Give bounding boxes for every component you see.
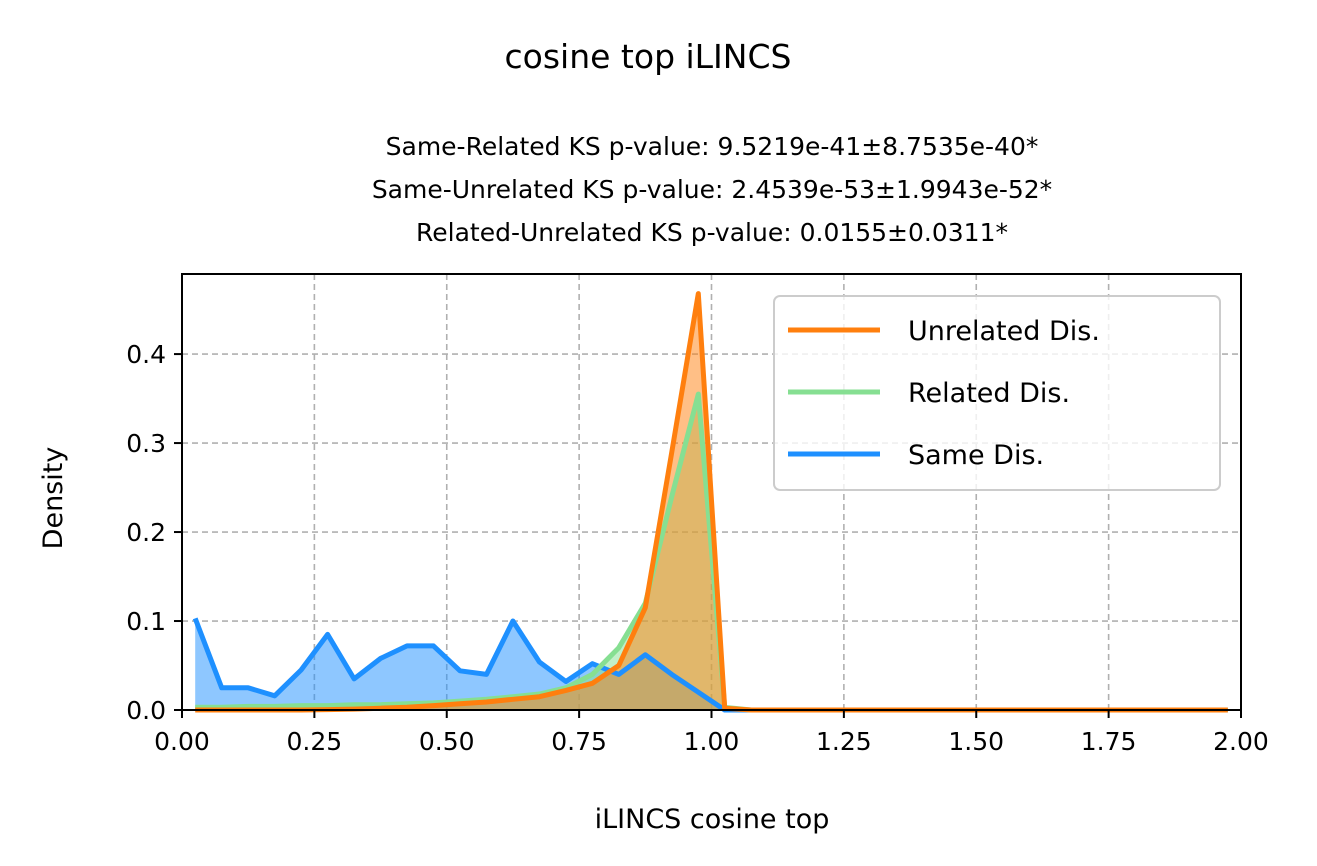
x-tick-label-0: 0.00	[154, 727, 210, 756]
legend-label-related-dis: Related Dis.	[908, 378, 1070, 409]
x-tick-label-4: 1.00	[684, 727, 740, 756]
y-tick-label-3: 0.3	[126, 429, 166, 458]
legend-label-same-dis: Same Dis.	[908, 440, 1044, 471]
chart-subtitle-line-2: Same-Unrelated KS p-value: 2.4539e-53±1.…	[372, 175, 1052, 204]
y-tick-label-0: 0.0	[126, 696, 166, 725]
legend-label-unrelated-dis: Unrelated Dis.	[908, 316, 1100, 347]
y-tick-label-2: 0.2	[126, 518, 166, 547]
x-tick-label-1: 0.25	[287, 727, 343, 756]
chart-subtitle-line-1: Same-Related KS p-value: 9.5219e-41±8.75…	[386, 132, 1039, 161]
x-tick-label-3: 0.75	[551, 727, 607, 756]
chart-subtitle-line-3: Related-Unrelated KS p-value: 0.0155±0.0…	[416, 218, 1008, 247]
x-tick-label-2: 0.50	[419, 727, 475, 756]
y-axis-ticks: 0.0 0.1 0.2 0.3 0.4	[126, 340, 182, 725]
y-axis-label: Density	[38, 447, 69, 550]
x-tick-label-7: 1.75	[1081, 727, 1137, 756]
x-tick-label-5: 1.25	[816, 727, 872, 756]
y-tick-label-1: 0.1	[126, 607, 166, 636]
legend: Unrelated Dis. Related Dis. Same Dis.	[773, 295, 1221, 491]
x-axis-label: iLINCS cosine top	[595, 804, 830, 835]
x-tick-label-8: 2.00	[1213, 727, 1269, 756]
y-tick-label-4: 0.4	[126, 340, 166, 369]
x-tick-label-6: 1.50	[948, 727, 1004, 756]
legend-box	[773, 295, 1221, 491]
x-axis-ticks: 0.00 0.25 0.50 0.75 1.00 1.25 1.50 1.75 2.00	[154, 710, 1269, 756]
chart-suptitle: cosine top iLINCS	[505, 37, 792, 76]
area-same-dis	[195, 618, 1228, 710]
